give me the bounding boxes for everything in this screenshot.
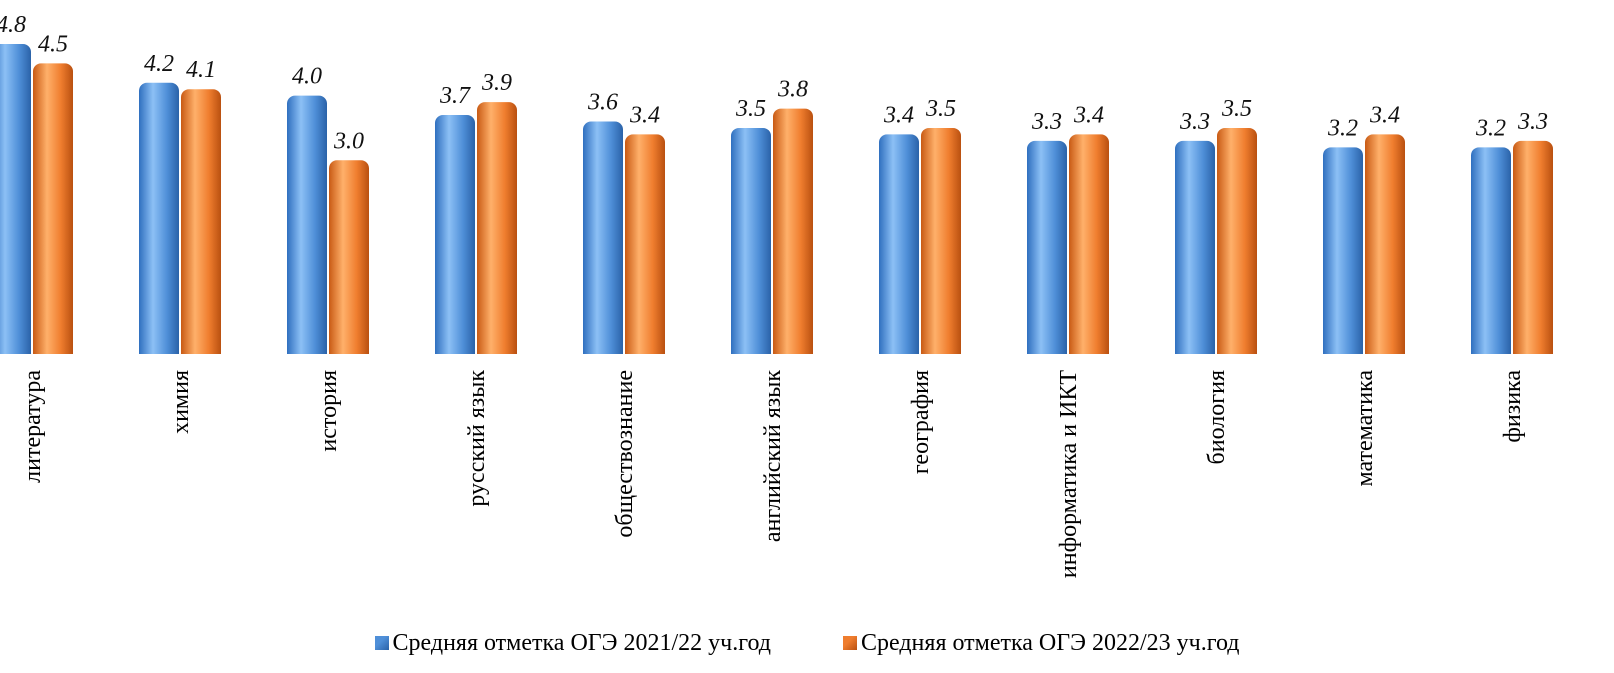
bar-2-4 bbox=[477, 102, 517, 354]
category-label-11: физика bbox=[1500, 370, 1526, 443]
value-label-2-5: 3.4 bbox=[629, 102, 660, 128]
bar-2-8 bbox=[1069, 134, 1109, 354]
legend-item-series-2: Средняя отметка ОГЭ 2022/23 уч.год bbox=[843, 630, 1239, 657]
category-label-4: русский язык bbox=[464, 370, 490, 507]
value-label-2-2: 4.1 bbox=[186, 57, 216, 83]
bar-base-1-10 bbox=[1323, 344, 1363, 354]
value-label-1-2: 4.2 bbox=[144, 51, 174, 77]
bar-base-1-9 bbox=[1175, 344, 1215, 354]
bar-base-1-2 bbox=[139, 344, 179, 354]
value-label-2-10: 3.4 bbox=[1369, 102, 1400, 128]
bar-1-3 bbox=[287, 95, 327, 355]
value-label-2-3: 3.0 bbox=[333, 128, 364, 154]
bar-base-1-4 bbox=[435, 344, 475, 354]
bar-base-2-5 bbox=[625, 344, 665, 354]
category-label-10: математика bbox=[1352, 370, 1378, 487]
bar-1-1 bbox=[0, 44, 31, 354]
bar-base-2-3 bbox=[329, 344, 369, 354]
bar-2-11 bbox=[1513, 140, 1553, 354]
bar-base-2-10 bbox=[1365, 344, 1405, 354]
value-label-1-11: 3.2 bbox=[1475, 115, 1506, 141]
value-label-1-10: 3.2 bbox=[1327, 115, 1358, 141]
bar-base-1-3 bbox=[287, 344, 327, 354]
value-label-1-6: 3.5 bbox=[735, 96, 766, 122]
category-label-8: информатика и ИКТ bbox=[1056, 370, 1082, 578]
bar-2-7 bbox=[921, 127, 961, 354]
value-label-2-8: 3.4 bbox=[1073, 102, 1104, 128]
bar-1-11 bbox=[1471, 147, 1511, 354]
bar-base-1-6 bbox=[731, 344, 771, 354]
bar-base-2-11 bbox=[1513, 344, 1553, 354]
category-label-6: английский язык bbox=[760, 370, 786, 542]
legend-label-series-2: Средняя отметка ОГЭ 2022/23 уч.год bbox=[861, 629, 1240, 656]
value-label-1-3: 4.0 bbox=[292, 64, 322, 90]
bar-1-7 bbox=[879, 134, 919, 354]
value-label-1-1: 4.8 bbox=[0, 12, 26, 38]
value-label-2-11: 3.3 bbox=[1517, 109, 1548, 135]
bar-2-5 bbox=[625, 134, 665, 354]
bar-1-2 bbox=[139, 82, 179, 354]
value-label-2-9: 3.5 bbox=[1221, 96, 1252, 122]
value-label-2-4: 3.9 bbox=[481, 70, 512, 96]
category-label-3: история bbox=[316, 370, 342, 452]
bar-1-4 bbox=[435, 115, 475, 355]
value-label-1-8: 3.3 bbox=[1031, 109, 1062, 135]
bar-base-1-1 bbox=[0, 344, 31, 354]
bar-base-2-9 bbox=[1217, 344, 1257, 354]
bar-base-2-6 bbox=[773, 344, 813, 354]
bar-1-5 bbox=[583, 121, 623, 354]
value-label-1-4: 3.7 bbox=[439, 83, 471, 109]
bar-2-3 bbox=[329, 160, 369, 354]
value-label-2-1: 4.5 bbox=[38, 31, 68, 57]
bar-base-1-7 bbox=[879, 344, 919, 354]
bar-1-10 bbox=[1323, 147, 1363, 354]
value-label-2-7: 3.5 bbox=[925, 96, 956, 122]
bar-2-1 bbox=[33, 63, 73, 354]
value-label-1-9: 3.3 bbox=[1179, 109, 1210, 135]
legend-item-series-1: Средняя отметка ОГЭ 2021/22 уч.год bbox=[374, 629, 771, 657]
legend-label-series-1: Средняя отметка ОГЭ 2021/22 уч.год bbox=[392, 629, 771, 656]
bar-base-2-4 bbox=[477, 344, 517, 354]
bar-2-9 bbox=[1217, 127, 1257, 354]
legend-swatch-blue-icon bbox=[374, 636, 389, 650]
bar-base-1-8 bbox=[1027, 344, 1067, 354]
category-label-7: география bbox=[908, 370, 934, 474]
bar-base-2-8 bbox=[1069, 344, 1109, 354]
value-label-2-6: 3.8 bbox=[777, 77, 808, 103]
bar-1-6 bbox=[731, 127, 771, 354]
bar-base-2-1 bbox=[33, 344, 73, 354]
legend: Средняя отметка ОГЭ 2021/22 уч.год Средн… bbox=[0, 628, 1614, 658]
bar-base-1-11 bbox=[1471, 344, 1511, 354]
category-label-9: биология bbox=[1204, 370, 1230, 464]
value-label-1-5: 3.6 bbox=[587, 90, 618, 116]
bar-base-1-5 bbox=[583, 344, 623, 354]
bar-2-6 bbox=[773, 108, 813, 354]
bar-1-8 bbox=[1027, 140, 1067, 354]
bar-2-2 bbox=[181, 89, 221, 354]
bar-2-10 bbox=[1365, 134, 1405, 354]
category-label-1: литература bbox=[20, 370, 46, 483]
bar-base-2-7 bbox=[921, 344, 961, 354]
category-label-5: обществознание bbox=[612, 370, 638, 538]
bar-1-9 bbox=[1175, 140, 1215, 354]
legend-swatch-orange-icon bbox=[843, 636, 857, 650]
value-label-1-7: 3.4 bbox=[883, 102, 914, 128]
bar-base-2-2 bbox=[181, 344, 221, 354]
category-label-2: химия bbox=[168, 370, 194, 434]
